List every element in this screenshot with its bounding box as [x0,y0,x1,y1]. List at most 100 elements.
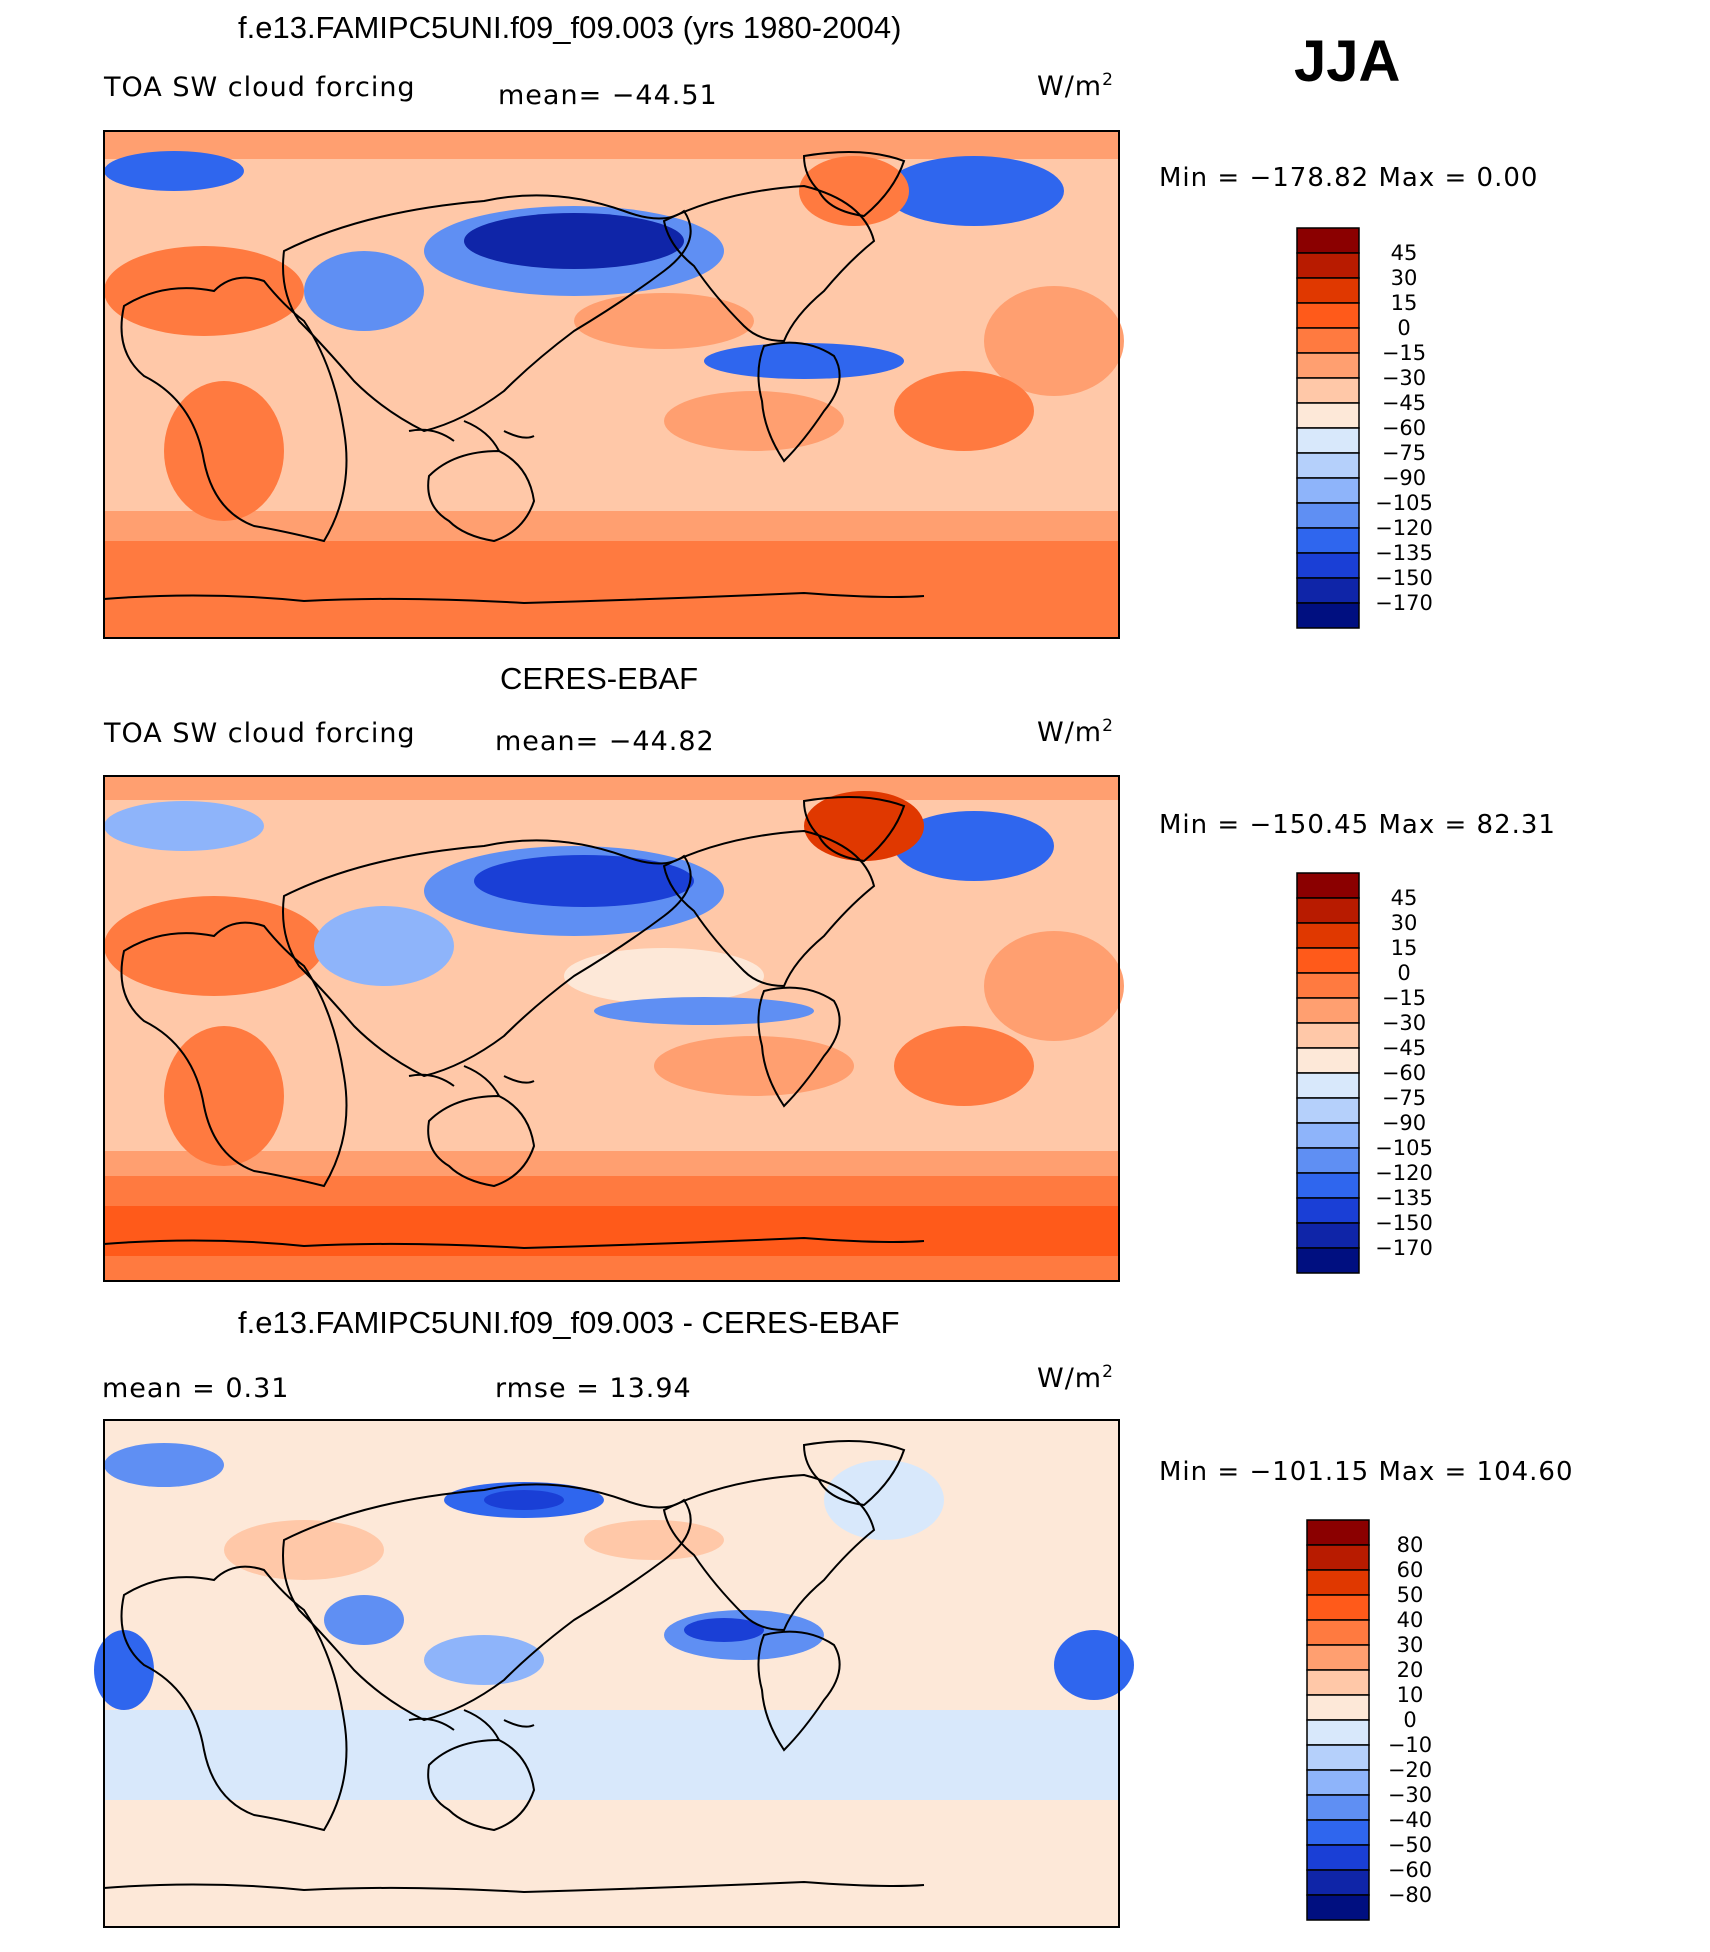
colorbar-1-tick-label: −135 [1375,541,1433,565]
colorbar-2-tick-label: 30 [1391,911,1418,935]
colorbar-3-swatch [1306,1519,1370,1546]
colorbar-3-swatch [1306,1694,1370,1721]
colorbar-1-swatch [1296,527,1360,554]
colorbar-3-tick-label: 80 [1397,1533,1424,1557]
colorbar-3-tick-label: −50 [1388,1833,1432,1857]
colorbar-1-tick-label: −105 [1375,491,1433,515]
colorbar-3-tick-label: 60 [1397,1558,1424,1582]
colorbar-2-swatch [1296,1147,1360,1174]
colorbar-3-tick-label: −60 [1388,1858,1432,1882]
panel-1-mean-label: mean= −44.51 [498,80,718,111]
colorbar-1-swatch [1296,577,1360,604]
colorbar-2-swatch [1296,1247,1360,1274]
colorbar-2-tick-label: 0 [1397,961,1410,985]
colorbar-1-swatch [1296,427,1360,454]
colorbar-1-tick-label: −30 [1382,366,1426,390]
colorbar-2-tick-label: −75 [1382,1086,1426,1110]
colorbar-3-swatch [1306,1819,1370,1846]
colorbar-3-tick-label: −10 [1388,1733,1432,1757]
colorbar-panel-1: 4530150−15−30−45−60−75−90−105−120−135−15… [1296,227,1433,629]
colorbar-1-tick-label: 30 [1391,266,1418,290]
colorbar-3-swatch [1306,1669,1370,1696]
colorbar-3-swatch [1306,1794,1370,1821]
map-panel-3 [94,1419,1134,1928]
colorbar-3-tick-label: 40 [1397,1608,1424,1632]
colorbar-2-swatch [1296,1097,1360,1124]
panel-2-min-max: Min = −150.45 Max = 82.31 [1159,810,1556,840]
colorbar-2-swatch [1296,1222,1360,1249]
colorbar-2-tick-label: −15 [1382,986,1426,1010]
colorbar-1-tick-label: −150 [1375,566,1433,590]
colorbar-1-swatch [1296,602,1360,629]
colorbar-1-swatch [1296,252,1360,279]
colorbar-2-swatch [1296,1122,1360,1149]
colorbar-1-swatch [1296,327,1360,354]
colorbar-1-tick-label: 0 [1397,316,1410,340]
colorbar-2-swatch [1296,1022,1360,1049]
colorbar-panel-2: 4530150−15−30−45−60−75−90−105−120−135−15… [1296,872,1433,1274]
colorbar-2-tick-label: −170 [1375,1236,1433,1260]
colorbar-2-tick-label: −135 [1375,1186,1433,1210]
colorbar-3-tick-label: 30 [1397,1633,1424,1657]
colorbar-2-swatch [1296,997,1360,1024]
colorbar-3-swatch [1306,1869,1370,1896]
panel-3-min-max: Min = −101.15 Max = 104.60 [1159,1457,1574,1487]
colorbar-2-tick-label: −45 [1382,1036,1426,1060]
colorbar-1-swatch [1296,277,1360,304]
panel-2-field-label: TOA SW cloud forcing [104,718,416,749]
panel-3-units: W/m2 [1037,1362,1114,1394]
colorbar-3-tick-label: 10 [1397,1683,1424,1707]
colorbar-2-tick-label: 45 [1391,886,1418,910]
colorbar-3-tick-label: 20 [1397,1658,1424,1682]
panel-2-units: W/m2 [1037,716,1114,748]
colorbar-1-swatch [1296,452,1360,479]
colorbar-1-tick-label: −15 [1382,341,1426,365]
colorbar-3-swatch [1306,1569,1370,1596]
colorbar-3-swatch [1306,1894,1370,1921]
panel-3-mean-label: mean = 0.31 [102,1373,290,1404]
colorbar-3-swatch [1306,1594,1370,1621]
colorbar-2-swatch [1296,1172,1360,1199]
panel-2-mean-label: mean= −44.82 [495,726,715,757]
colorbar-1-tick-label: 15 [1391,291,1418,315]
panel-3-rmse-label: rmse = 13.94 [495,1373,692,1404]
colorbar-3-swatch [1306,1644,1370,1671]
colorbar-2-swatch [1296,972,1360,999]
colorbar-3-swatch [1306,1769,1370,1796]
colorbar-2-tick-label: −90 [1382,1111,1426,1135]
panel-1-units: W/m2 [1037,70,1114,102]
colorbar-3-tick-label: 0 [1403,1708,1416,1732]
colorbar-2-tick-label: −30 [1382,1011,1426,1035]
colorbar-2-swatch [1296,1197,1360,1224]
map-panel-2 [103,775,1124,1282]
map-panel-1 [103,130,1124,639]
panel-2-title: CERES-EBAF [500,661,699,696]
colorbar-2-swatch [1296,897,1360,924]
colorbar-3-tick-label: −30 [1388,1783,1432,1807]
colorbar-1-swatch [1296,302,1360,329]
colorbar-1-swatch [1296,227,1360,254]
colorbar-1-swatch [1296,502,1360,529]
colorbar-3-swatch [1306,1744,1370,1771]
panel-1-title: f.e13.FAMIPC5UNI.f09_f09.003 (yrs 1980-2… [238,10,902,45]
colorbar-1-swatch [1296,377,1360,404]
colorbar-2-swatch [1296,872,1360,899]
colorbar-2-swatch [1296,1047,1360,1074]
colorbar-2-tick-label: −60 [1382,1061,1426,1085]
colorbar-2-tick-label: 15 [1391,936,1418,960]
colorbar-2-tick-label: −105 [1375,1136,1433,1160]
panel-3-title: f.e13.FAMIPC5UNI.f09_f09.003 - CERES-EBA… [238,1305,900,1340]
colorbar-1-swatch [1296,352,1360,379]
colorbar-1-tick-label: 45 [1391,241,1418,265]
colorbar-1-tick-label: −60 [1382,416,1426,440]
panel-1-min-max: Min = −178.82 Max = 0.00 [1159,163,1539,193]
colorbar-1-tick-label: −90 [1382,466,1426,490]
season-label: JJA [1294,29,1401,94]
colorbar-2-swatch [1296,922,1360,949]
colorbar-2-tick-label: −120 [1375,1161,1433,1185]
colorbar-2-swatch [1296,947,1360,974]
colorbar-1-swatch [1296,552,1360,579]
panel-1-field-label: TOA SW cloud forcing [104,72,416,103]
